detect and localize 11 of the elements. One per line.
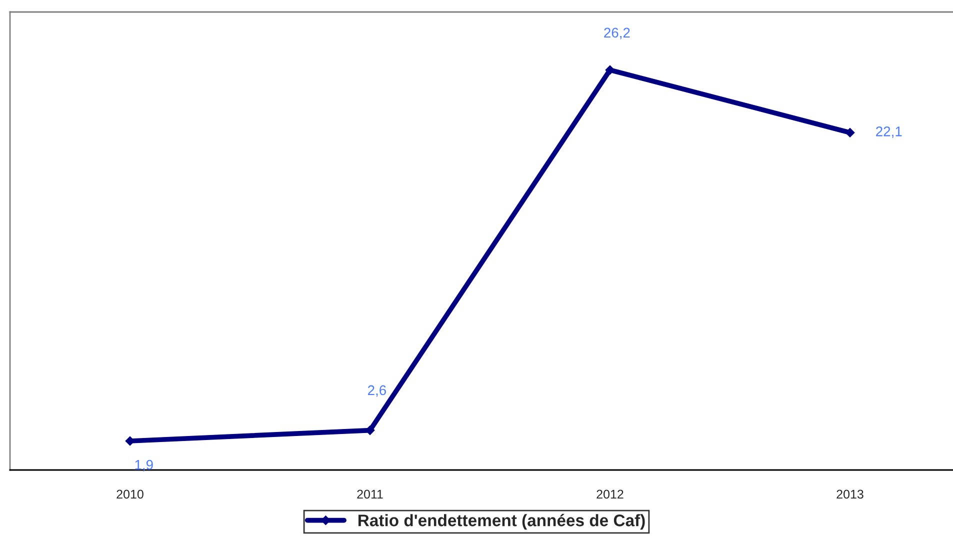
x-tick-label: 2012 xyxy=(596,490,624,499)
data-label: 2,6 xyxy=(368,385,386,397)
x-tick-label: 2013 xyxy=(836,490,864,499)
point xyxy=(845,128,855,138)
data-label: 26,2 xyxy=(604,28,630,40)
x-tick-label: 2011 xyxy=(357,490,383,499)
data-label: 1,9 xyxy=(135,460,153,472)
point xyxy=(605,65,615,75)
legend-label: Ratio d'endettement (années de Caf) xyxy=(358,514,645,530)
data-label: 22,1 xyxy=(876,126,902,138)
x-tick-label: 2010 xyxy=(116,490,144,499)
